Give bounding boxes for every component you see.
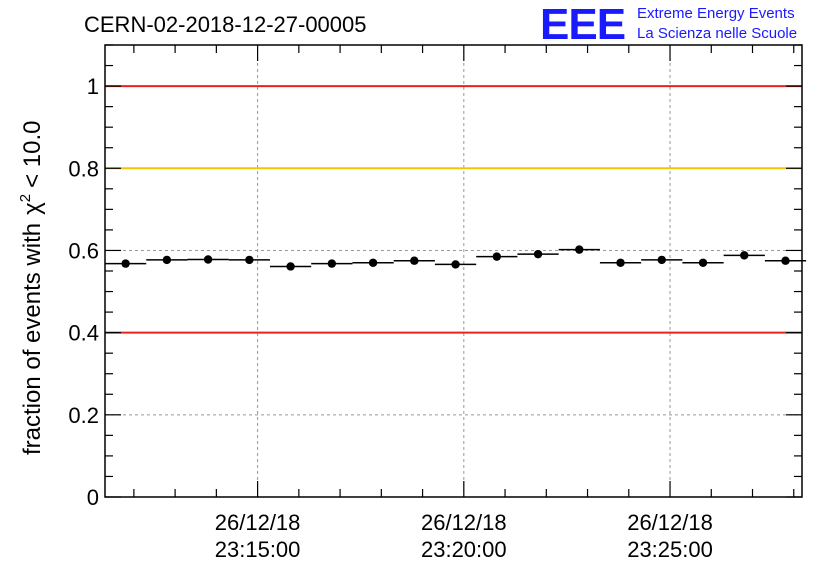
x-tick-label-date: 26/12/18 — [215, 510, 301, 535]
data-point — [698, 258, 708, 267]
data-point — [286, 262, 295, 271]
y-axis-label-main: fraction of events with — [19, 223, 46, 455]
plot-frame — [104, 44, 803, 498]
y-tick-label: 0.4 — [68, 321, 99, 346]
y-tick-label: 1 — [87, 74, 99, 99]
data-point — [327, 259, 337, 268]
data-point — [616, 258, 625, 267]
data-point — [657, 255, 666, 265]
data-point — [533, 249, 543, 259]
eee-logo: EEE Extreme Energy Events La Scienza nel… — [540, 0, 797, 49]
x-tick-labels: 26/12/1823:15:0026/12/1823:20:0026/12/18… — [215, 510, 713, 562]
y-axis-label-tail: < 10.0 — [19, 121, 46, 188]
y-tick-label: 0.6 — [68, 238, 99, 263]
x-tick-label-date: 26/12/18 — [421, 510, 507, 535]
data-point — [492, 252, 502, 261]
y-axis-label-exp: 2 — [17, 194, 34, 202]
grid-lines — [105, 45, 802, 497]
reference-lines — [105, 85, 802, 334]
x-tick-label-time: 23:25:00 — [627, 537, 713, 562]
logo-line-1: Extreme Energy Events — [637, 5, 795, 22]
data-point — [162, 255, 172, 265]
x-tick-label-date: 26/12/18 — [627, 510, 713, 535]
y-tick-labels: 0 0.2 0.4 0.6 0.8 1 — [68, 74, 99, 510]
data-point — [203, 255, 213, 264]
y-tick-label: 0 — [87, 485, 99, 510]
data-point — [575, 245, 584, 254]
logo-eee-letters: EEE — [540, 0, 625, 49]
data-points — [105, 245, 807, 271]
data-point — [368, 258, 378, 267]
y-tick-label: 0.8 — [68, 156, 99, 181]
data-point — [121, 259, 130, 268]
data-point — [740, 251, 749, 260]
data-point — [245, 255, 254, 265]
axis-ticks — [105, 44, 802, 498]
data-point — [781, 256, 790, 265]
data-point — [451, 260, 460, 269]
x-tick-label-time: 23:15:00 — [215, 537, 301, 562]
chart-title: CERN-02-2018-12-27-00005 — [84, 12, 367, 37]
y-axis-label: fraction of events with χ2 < 10.0 — [17, 121, 46, 455]
y-axis-label-chi: χ — [19, 202, 46, 215]
x-tick-label-time: 23:20:00 — [421, 537, 507, 562]
y-tick-label: 0.2 — [68, 403, 99, 428]
logo-line-2: La Scienza nelle Scuole — [637, 25, 797, 42]
data-point — [410, 256, 419, 265]
